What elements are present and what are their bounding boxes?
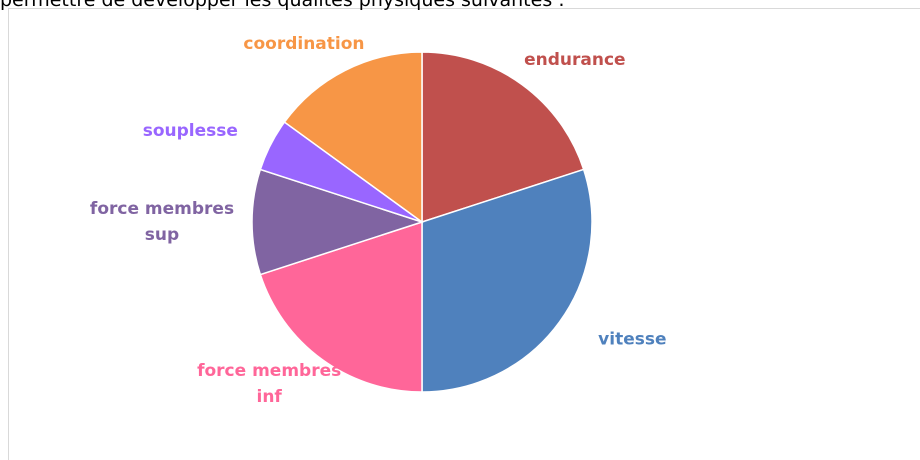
slice-label: force membres sup bbox=[90, 199, 234, 245]
pie-slice bbox=[259, 220, 423, 393]
caption: permettre de développer les qualités phy… bbox=[0, 0, 565, 11]
slice-label: force membres inf bbox=[197, 361, 341, 407]
chart-border bbox=[8, 8, 920, 460]
pie-slice bbox=[421, 168, 593, 393]
slice-label: souplesse bbox=[143, 121, 238, 141]
pie-slice bbox=[283, 51, 423, 224]
slice-label: endurance bbox=[524, 50, 625, 70]
slice-label: vitesse bbox=[598, 330, 666, 350]
slice-label: coordination bbox=[243, 34, 364, 54]
pie-slice bbox=[421, 51, 585, 224]
pie-slice bbox=[251, 168, 425, 276]
